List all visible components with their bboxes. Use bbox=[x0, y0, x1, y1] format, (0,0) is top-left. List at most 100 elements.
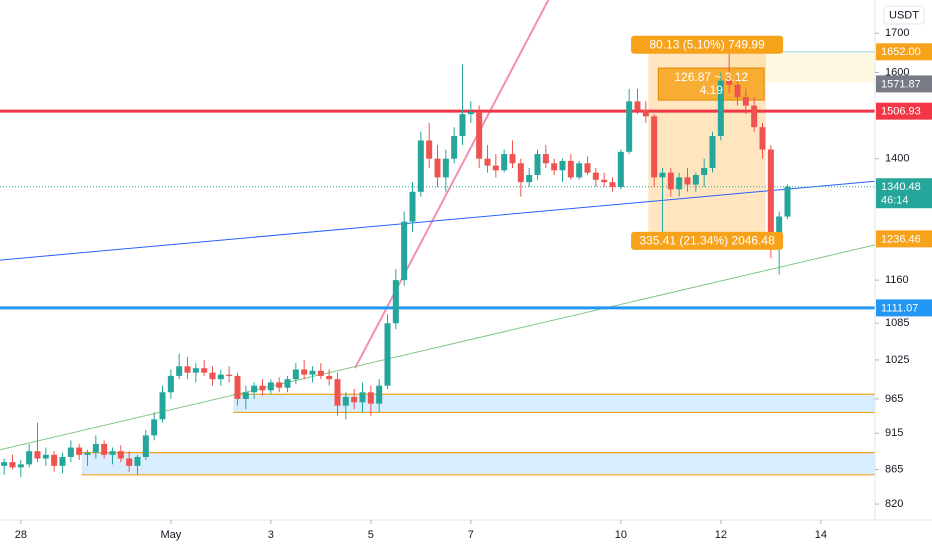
y-tick-label: 965 bbox=[885, 393, 903, 405]
candle-body bbox=[76, 447, 83, 455]
candle-body bbox=[401, 221, 408, 281]
y-tick-label: 915 bbox=[885, 427, 903, 439]
candle-body bbox=[176, 366, 183, 376]
candle-body bbox=[767, 149, 774, 243]
candle-body bbox=[84, 452, 91, 455]
candle-body bbox=[626, 101, 633, 152]
price-label-bg bbox=[876, 178, 932, 209]
candle-body bbox=[417, 140, 424, 192]
candle-body bbox=[126, 458, 133, 466]
candle-body bbox=[534, 154, 541, 176]
candle-body bbox=[484, 158, 491, 166]
candle-body bbox=[42, 454, 49, 459]
candle-body bbox=[692, 175, 699, 185]
price-label-bg bbox=[876, 75, 932, 93]
y-tick-label: 1025 bbox=[885, 354, 909, 366]
candle-body bbox=[551, 163, 558, 171]
candle-body bbox=[684, 177, 691, 185]
candle-body bbox=[667, 172, 674, 190]
candle-body bbox=[784, 186, 791, 217]
candle-body bbox=[109, 451, 116, 455]
y-tick-label: 865 bbox=[885, 463, 903, 475]
candle-body bbox=[276, 382, 283, 388]
candle-body bbox=[251, 385, 258, 393]
candle-body bbox=[326, 375, 333, 380]
candle-body bbox=[526, 175, 533, 183]
candle-body bbox=[67, 447, 74, 457]
candle-body bbox=[617, 151, 624, 187]
trendline bbox=[0, 244, 876, 451]
candle-body bbox=[509, 154, 516, 164]
countdown: 46:14 bbox=[881, 195, 909, 207]
measure-label: 126.87 ~ 3.12 bbox=[674, 70, 748, 84]
price-label-bg bbox=[876, 102, 932, 120]
candle-body bbox=[651, 116, 658, 178]
zone bbox=[233, 394, 876, 413]
candle-body bbox=[676, 177, 683, 190]
plot-area: 80.13 (5.10%) 749.99 335.41 (21.34%) 2046… bbox=[0, 0, 876, 478]
candle-body bbox=[234, 375, 241, 399]
candle-body bbox=[184, 366, 191, 373]
candle-body bbox=[776, 216, 783, 243]
candle-body bbox=[192, 368, 199, 373]
candle-body bbox=[367, 392, 374, 404]
candle-body bbox=[726, 80, 733, 85]
candle-body bbox=[584, 163, 591, 173]
y-tick-label: 1085 bbox=[885, 317, 909, 329]
candle-body bbox=[17, 464, 24, 468]
candle-body bbox=[134, 456, 141, 466]
y-tick-label: 820 bbox=[885, 498, 903, 510]
candle-body bbox=[351, 396, 358, 403]
candle-body bbox=[634, 101, 641, 110]
price-label-bg bbox=[876, 299, 932, 317]
candle-body bbox=[576, 163, 583, 178]
x-tick-label: 7 bbox=[468, 529, 474, 541]
candle-body bbox=[242, 392, 249, 399]
x-tick-label: 3 bbox=[268, 529, 274, 541]
price-label: 1571.87 bbox=[881, 78, 921, 90]
x-tick-label: May bbox=[160, 529, 181, 541]
candle-body bbox=[426, 140, 433, 159]
candle-body bbox=[567, 160, 574, 178]
candle-body bbox=[384, 323, 391, 386]
trendline bbox=[0, 180, 876, 261]
x-tick-label: 10 bbox=[615, 529, 627, 541]
candle-body bbox=[342, 396, 349, 406]
candle-body bbox=[101, 443, 108, 455]
candle-body bbox=[542, 154, 549, 164]
price-label-bg bbox=[876, 43, 932, 61]
candle-body bbox=[659, 172, 666, 178]
candle-body bbox=[709, 136, 716, 168]
candle-body bbox=[159, 392, 166, 420]
measure-label-bg bbox=[631, 231, 784, 250]
candle-body bbox=[142, 435, 149, 457]
price-label: 1111.07 bbox=[881, 302, 918, 314]
candle-body bbox=[442, 158, 449, 178]
candle-body bbox=[592, 172, 599, 180]
currency-box bbox=[883, 5, 925, 25]
candle-body bbox=[601, 179, 608, 183]
candle-body bbox=[451, 136, 458, 159]
candle-body bbox=[717, 80, 724, 137]
price-label: 1506.93 bbox=[881, 106, 921, 118]
candle-body bbox=[476, 111, 483, 159]
measure-label: 335.41 (21.34%) 2046.48 bbox=[639, 234, 775, 248]
candle-body bbox=[559, 160, 566, 171]
candle-body bbox=[751, 105, 758, 128]
candle-body bbox=[642, 109, 649, 117]
candle-body bbox=[434, 158, 441, 178]
x-tick-label: 28 bbox=[15, 529, 27, 541]
currency: USDT bbox=[889, 9, 919, 21]
y-tick-label: 1700 bbox=[885, 27, 909, 39]
candle-body bbox=[1, 462, 8, 466]
x-tick-label: 5 bbox=[368, 529, 374, 541]
candle-body bbox=[9, 462, 16, 468]
candle-body bbox=[151, 419, 158, 436]
candle-body bbox=[759, 127, 766, 150]
price-label: 1340.48 bbox=[881, 181, 921, 193]
candle-body bbox=[359, 392, 366, 403]
candle-body bbox=[284, 379, 291, 388]
measure-box bbox=[657, 67, 765, 101]
candle-body bbox=[201, 368, 208, 373]
candle-body bbox=[259, 385, 266, 391]
